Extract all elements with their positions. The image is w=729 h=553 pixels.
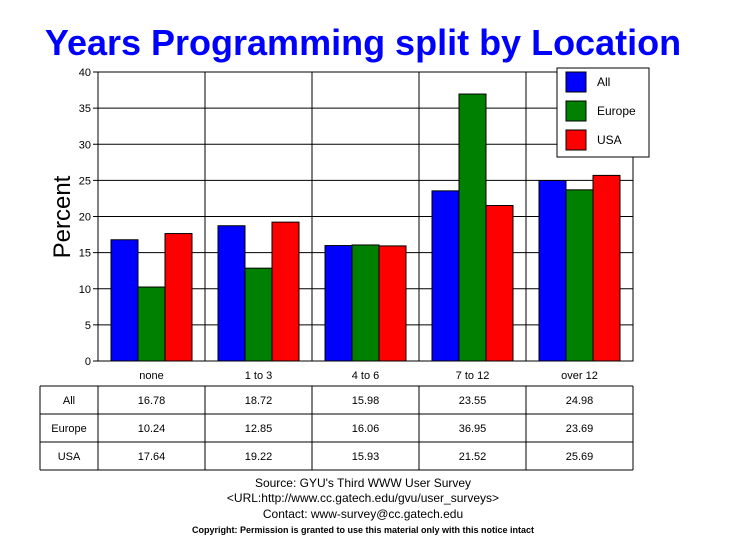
table-cell: 17.64 [138,451,166,463]
x-tick-label: over 12 [561,370,598,382]
bar-all [110,239,139,362]
y-tick-label: 25 [79,175,91,187]
legend-swatch-all [565,71,587,93]
legend-swatch-usa [565,129,587,151]
bar-europe [137,286,166,362]
x-tick-label: 1 to 3 [245,370,273,382]
y-tick-label: 20 [79,212,91,224]
x-tick-label: 4 to 6 [352,370,380,382]
table-cell: 18.72 [245,395,273,407]
bar-usa [164,233,193,362]
legend-label: USA [597,133,622,147]
table-cell: 23.69 [566,423,594,435]
table-cell: 15.98 [352,395,380,407]
bar-europe [244,267,273,362]
footer-copyright: Copyright: Permission is granted to use … [192,525,534,535]
y-tick-label: 40 [79,67,91,79]
bar-usa [592,174,621,362]
table-cell: 16.06 [352,423,380,435]
bar-europe [458,93,487,362]
y-axis-label: Percent [49,175,76,258]
bar-all [217,225,246,362]
table-cell: 15.93 [352,451,380,463]
footer-source: Source: GYU's Third WWW User Survey [255,476,471,490]
footer-contact: Contact: www-survey@cc.gatech.edu [263,507,463,521]
y-tick-label: 5 [85,320,91,332]
table-cell: 23.55 [459,395,487,407]
table-cell: 36.95 [459,423,487,435]
table-row-label: Europe [51,423,86,435]
table-cell: 19.22 [245,451,273,463]
table-row-label: All [63,395,75,407]
y-tick-label: 30 [79,139,91,151]
table-cell: 21.52 [459,451,487,463]
legend-swatch-europe [565,100,587,122]
table-row-label: USA [58,451,81,463]
table-cell: 16.78 [138,395,166,407]
legend-label: Europe [597,104,636,118]
table-cell: 10.24 [138,423,166,435]
table-cell: 24.98 [566,395,594,407]
y-tick-label: 15 [79,248,91,260]
table-cell: 12.85 [245,423,273,435]
bar-usa [485,205,514,362]
bar-all [538,180,567,362]
y-tick-label: 35 [79,103,91,115]
bar-europe [565,189,594,362]
bar-usa [271,221,300,362]
x-tick-label: 7 to 12 [456,370,490,382]
bar-all [431,190,460,362]
bar-all [324,245,353,362]
bar-usa [378,245,407,362]
y-tick-label: 0 [85,356,91,368]
chart-title: Years Programming split by Location [45,22,681,63]
bar-europe [351,244,380,362]
footer-url: <URL:http://www.cc.gatech.edu/gvu/user_s… [227,491,499,505]
x-tick-label: none [139,370,163,382]
table-cell: 25.69 [566,451,594,463]
y-tick-label: 10 [79,284,91,296]
legend-label: All [597,75,610,89]
